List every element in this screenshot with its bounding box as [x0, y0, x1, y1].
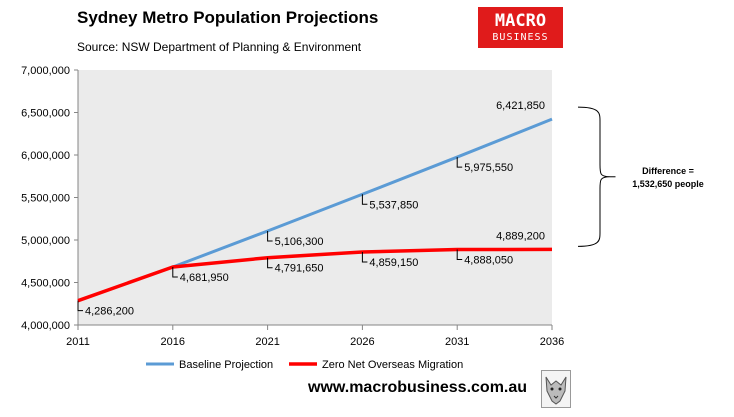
annotation-line2: 1,532,650 people	[632, 179, 704, 189]
y-tick-label: 4,000,000	[21, 320, 70, 332]
data-label-leader	[172, 267, 178, 278]
x-tick-label: 2026	[350, 336, 374, 348]
data-label: 6,421,850	[496, 100, 545, 112]
y-tick-label: 7,000,000	[21, 65, 70, 77]
website-link[interactable]: www.macrobusiness.com.au	[308, 379, 528, 396]
legend-label-baseline: Baseline Projection	[179, 359, 273, 371]
y-tick-label: 4,500,000	[21, 278, 70, 290]
data-label: 4,859,150	[369, 257, 418, 269]
logo-word-macro: MACRO	[494, 11, 547, 31]
data-label-leader	[361, 251, 368, 263]
chart-title: Sydney Metro Population Projections	[77, 8, 379, 27]
annotation-box	[615, 158, 721, 196]
annotation-line1: Difference =	[642, 166, 694, 176]
data-label-leader	[267, 230, 273, 242]
data-label: 4,888,050	[464, 255, 513, 267]
x-tick-label: 2011	[66, 336, 90, 348]
data-label: 4,791,650	[275, 263, 324, 275]
data-label: 5,975,550	[464, 162, 513, 174]
x-tick-label: 2016	[161, 336, 185, 348]
x-tick-label: 2021	[255, 336, 279, 348]
y-tick-label: 5,000,000	[21, 235, 70, 247]
data-label: 4,286,200	[85, 306, 134, 318]
y-tick-label: 6,500,000	[21, 108, 70, 120]
y-tick-label: 5,500,000	[21, 193, 70, 205]
legend-label-zero-nom: Zero Net Overseas Migration	[322, 359, 463, 371]
data-label: 5,106,300	[275, 236, 324, 248]
data-label-leader	[456, 249, 463, 261]
data-label-leader	[77, 300, 83, 312]
data-label-leader	[361, 194, 368, 205]
logo-word-business: BUSINESS	[492, 32, 549, 43]
x-tick-label: 2031	[445, 336, 469, 348]
macrobusiness-logo[interactable]: MACRO BUSINESS	[478, 7, 563, 48]
zero-nom-series-line	[77, 247, 553, 303]
difference-brace	[577, 106, 611, 247]
x-tick-label: 2036	[540, 336, 564, 348]
plot-area	[78, 70, 552, 325]
data-label: 5,537,850	[369, 199, 418, 211]
chart-source: Source: NSW Department of Planning & Env…	[77, 40, 362, 54]
data-label-leader	[456, 157, 463, 168]
wolf-icon	[541, 370, 571, 408]
y-tick-label: 6,000,000	[21, 150, 70, 162]
data-label-leader	[267, 257, 273, 269]
data-label: 4,889,200	[496, 230, 545, 242]
data-label: 4,681,950	[180, 272, 229, 284]
